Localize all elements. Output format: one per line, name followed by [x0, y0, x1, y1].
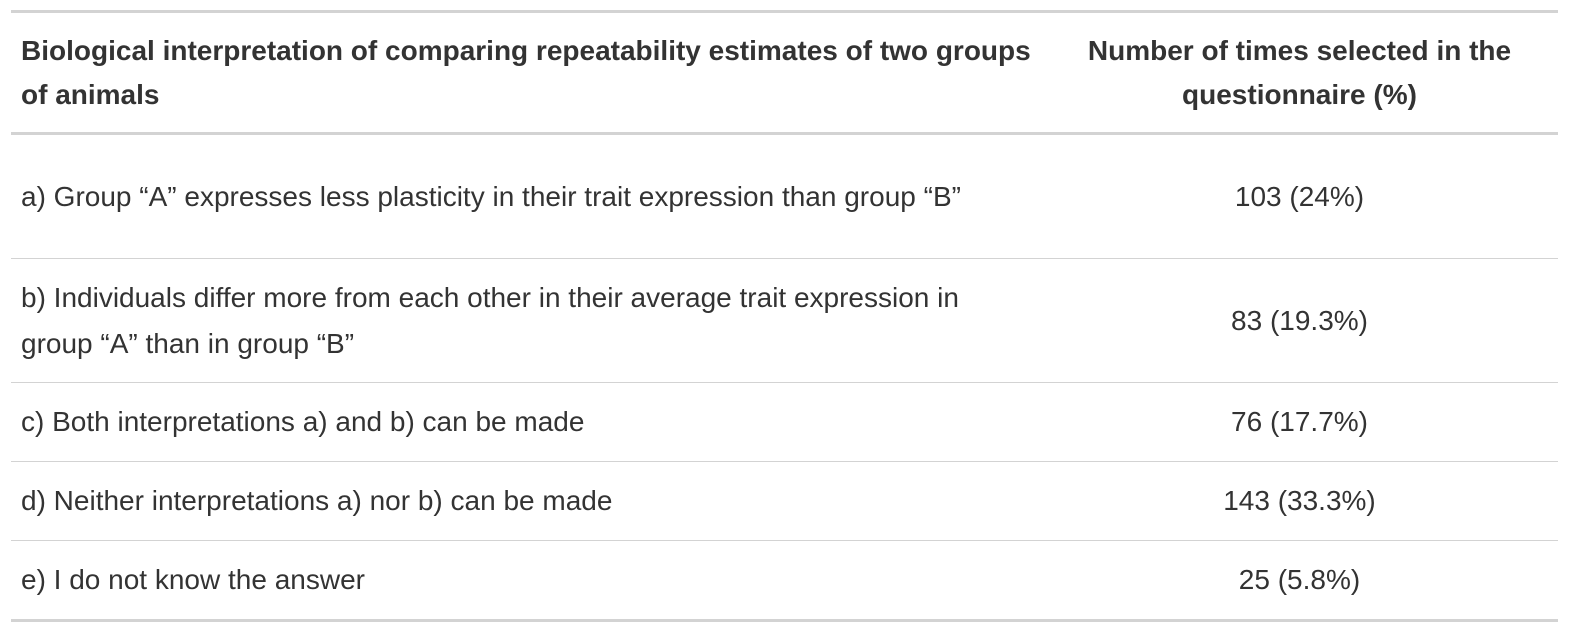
table-body: a) Group “A” expresses less plasticity i… — [11, 134, 1558, 621]
count-cell: 76 (17.7%) — [1041, 382, 1558, 462]
table-row: b) Individuals differ more from each oth… — [11, 258, 1558, 383]
table-row: a) Group “A” expresses less plasticity i… — [11, 134, 1558, 259]
table-row: d) Neither interpretations a) nor b) can… — [11, 461, 1558, 541]
table-row: e) I do not know the answer 25 (5.8%) — [11, 540, 1558, 621]
count-cell: 25 (5.8%) — [1041, 540, 1558, 621]
interpretation-cell: e) I do not know the answer — [11, 540, 1041, 621]
table-header: Biological interpretation of comparing r… — [11, 11, 1558, 135]
interpretation-cell: c) Both interpretations a) and b) can be… — [11, 382, 1041, 462]
column-header-interpretation: Biological interpretation of comparing r… — [11, 11, 1041, 135]
count-cell: 83 (19.3%) — [1041, 258, 1558, 383]
results-table-container: Biological interpretation of comparing r… — [11, 10, 1558, 622]
count-cell: 103 (24%) — [1234, 180, 1365, 212]
header-row: Biological interpretation of comparing r… — [11, 11, 1558, 135]
count-cell: 143 (33.3%) — [1041, 461, 1558, 541]
column-header-count: Number of times selected in the question… — [1041, 11, 1558, 135]
interpretation-cell: d) Neither interpretations a) nor b) can… — [11, 461, 1041, 541]
questionnaire-results-table: Biological interpretation of comparing r… — [11, 10, 1558, 622]
interpretation-cell: b) Individuals differ more from each oth… — [11, 258, 1041, 383]
table-row: c) Both interpretations a) and b) can be… — [11, 382, 1558, 462]
interpretation-cell: a) Group “A” expresses less plasticity i… — [21, 180, 961, 212]
